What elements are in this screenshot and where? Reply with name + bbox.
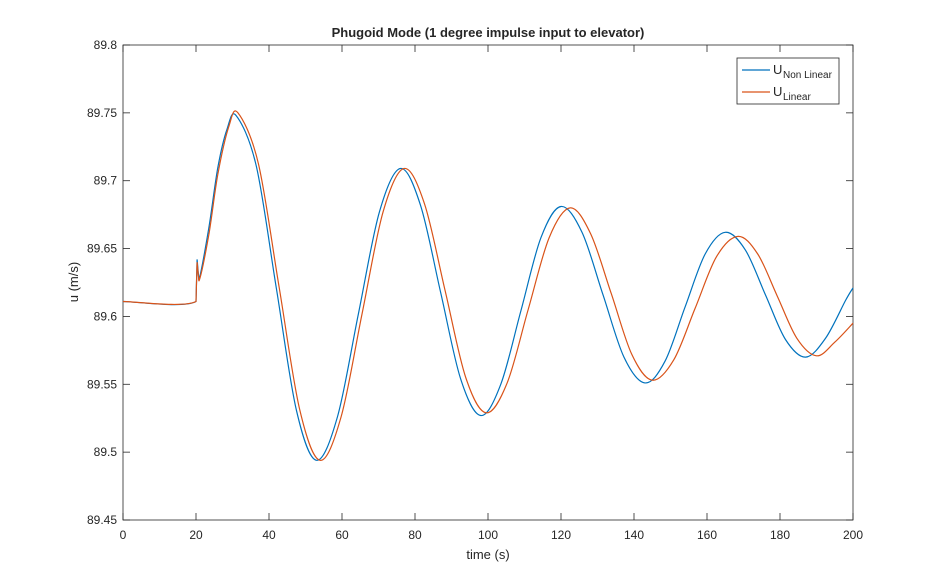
legend-label: U xyxy=(773,62,782,77)
y-tick-label: 89.6 xyxy=(94,309,118,323)
y-tick-label: 89.8 xyxy=(94,38,118,52)
legend-subscript: Linear xyxy=(783,92,811,103)
x-tick-label: 0 xyxy=(120,528,127,542)
line-series xyxy=(122,110,854,461)
x-axis-label: time (s) xyxy=(466,547,509,562)
x-tick-label: 200 xyxy=(843,528,863,542)
legend-box xyxy=(736,57,840,105)
x-tick-label: 60 xyxy=(335,528,349,542)
y-tick-label: 89.75 xyxy=(87,106,117,120)
x-tick-label: 120 xyxy=(551,528,571,542)
x-tick-label: 80 xyxy=(408,528,422,542)
line-series xyxy=(122,113,854,461)
x-tick-label: 140 xyxy=(624,528,644,542)
x-tick-label: 180 xyxy=(770,528,790,542)
y-tick-label: 89.45 xyxy=(87,513,117,527)
x-tick-label: 40 xyxy=(262,528,276,542)
legend-subscript: Non Linear xyxy=(783,70,833,81)
x-tick-label: 100 xyxy=(478,528,498,542)
x-tick-label: 20 xyxy=(189,528,203,542)
y-axis-label: u (m/s) xyxy=(66,262,81,302)
legend-label: U xyxy=(773,84,782,99)
y-tick-label: 89.65 xyxy=(87,242,117,256)
chart-title: Phugoid Mode (1 degree impulse input to … xyxy=(332,25,645,40)
x-tick-label: 160 xyxy=(697,528,717,542)
y-tick-label: 89.5 xyxy=(94,445,118,459)
y-tick-label: 89.55 xyxy=(87,377,117,391)
y-tick-label: 89.7 xyxy=(94,174,118,188)
